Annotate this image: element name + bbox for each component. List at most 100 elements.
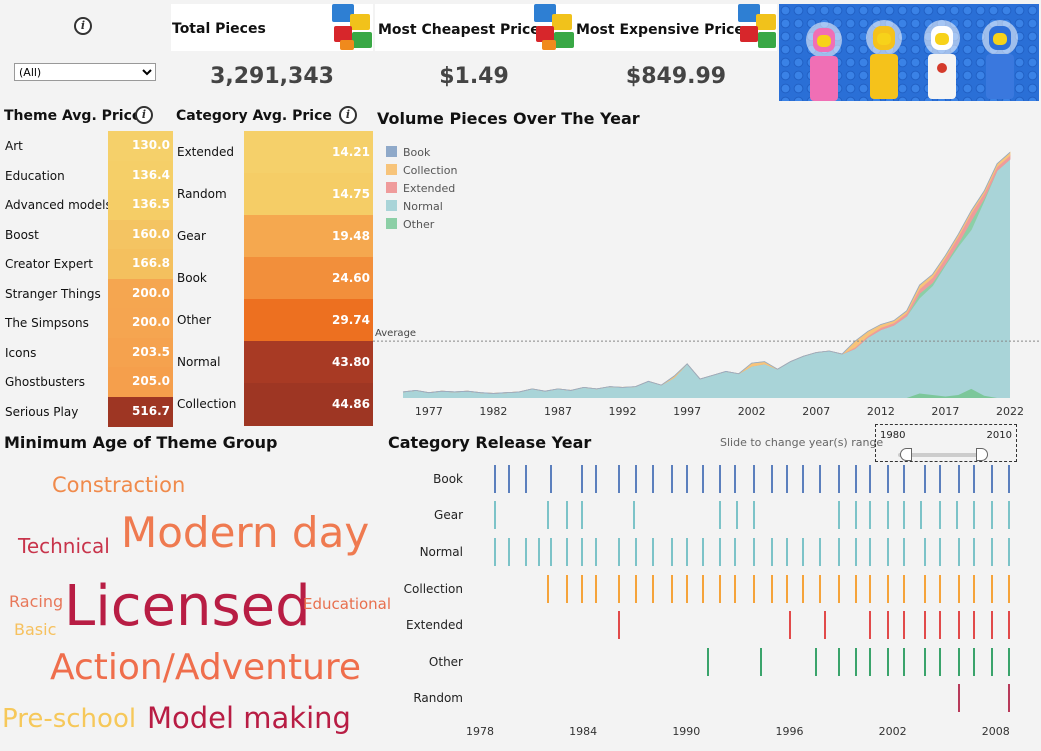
theme-bar: 136.4 — [108, 160, 173, 191]
word-cloud-term: Pre-school — [2, 704, 137, 734]
category-bar: 29.74 — [244, 299, 373, 342]
x-tick-label: 1978 — [466, 725, 494, 738]
release-tick-mark — [923, 611, 926, 639]
theme-bar: 136.5 — [108, 190, 173, 220]
x-tick-label: 2012 — [867, 405, 895, 418]
release-tick-mark — [854, 575, 857, 603]
release-tick-mark — [818, 538, 821, 566]
category-row-label: Extended — [177, 145, 234, 159]
release-tick-mark — [686, 575, 689, 603]
release-row-label: Gear — [434, 508, 463, 522]
category-row-label: Other — [177, 313, 212, 327]
theme-filter-dropdown[interactable]: (All) — [14, 63, 156, 81]
release-tick-mark — [902, 465, 905, 493]
release-tick-mark — [718, 501, 721, 529]
release-tick-mark — [701, 465, 704, 493]
release-tick-mark — [565, 501, 568, 529]
word-cloud-term: Licensed — [64, 574, 311, 639]
release-tick-mark — [706, 648, 709, 676]
theme-row-label: Icons — [5, 345, 37, 360]
release-tick-mark — [1007, 538, 1010, 566]
release-tick-mark — [939, 538, 942, 566]
release-tick-mark — [617, 465, 620, 493]
release-tick-mark — [939, 648, 942, 676]
release-tick-mark — [973, 465, 976, 493]
release-row-label: Extended — [406, 618, 463, 632]
info-icon[interactable]: i — [339, 106, 357, 124]
slider-min-handle[interactable] — [900, 448, 912, 461]
theme-row-label: The Simpsons — [5, 316, 89, 330]
release-tick-mark — [868, 465, 871, 493]
release-tick-mark — [770, 538, 773, 566]
release-tick-mark — [957, 575, 960, 603]
release-tick-mark — [718, 575, 721, 603]
theme-row-label: Stranger Things — [5, 286, 101, 301]
category-bar: 44.86 — [244, 383, 373, 426]
release-tick-mark — [887, 611, 890, 639]
theme-bar: 166.8 — [108, 249, 173, 279]
category-bar: 14.75 — [244, 173, 373, 216]
release-tick-mark — [920, 501, 923, 529]
x-tick-label: 1984 — [569, 725, 598, 738]
release-tick-mark — [786, 575, 789, 603]
x-tick-label: 1990 — [672, 725, 701, 738]
word-cloud-term: Action/Adventure — [50, 647, 362, 688]
lego-minifigures-banner — [779, 4, 1039, 101]
release-tick-mark — [1007, 611, 1010, 639]
theme-bar: 200.0 — [108, 278, 173, 309]
release-tick-mark — [990, 501, 993, 529]
info-icon[interactable]: i — [74, 17, 92, 35]
release-tick-mark — [801, 575, 804, 603]
release-tick-mark — [718, 538, 721, 566]
volume-chart-title: Volume Pieces Over The Year — [377, 109, 640, 128]
slider-max-handle[interactable] — [976, 448, 988, 461]
slider-track[interactable] — [898, 453, 988, 457]
release-tick-mark — [686, 465, 689, 493]
release-tick-mark — [939, 611, 942, 639]
theme-row-label: Boost — [5, 227, 39, 242]
release-tick-mark — [854, 538, 857, 566]
release-row-label: Other — [428, 655, 463, 669]
release-tick-mark — [493, 465, 496, 493]
slider-min-label: 1980 — [880, 430, 906, 441]
legend-label: Collection — [403, 164, 458, 177]
release-tick-mark — [565, 538, 568, 566]
release-tick-mark — [634, 575, 637, 603]
release-row-label: Normal — [419, 545, 463, 559]
release-tick-mark — [990, 575, 993, 603]
release-tick-mark — [818, 465, 821, 493]
release-tick-mark — [507, 465, 510, 493]
release-tick-mark — [957, 538, 960, 566]
legend-item-collection: Collection — [386, 164, 457, 177]
release-tick-mark — [973, 611, 976, 639]
word-cloud-term: Modern day — [121, 508, 370, 557]
release-tick-mark — [801, 465, 804, 493]
release-tick-mark — [990, 465, 993, 493]
x-tick-label: 2008 — [981, 725, 1010, 738]
area-series-other-baseline — [403, 388, 1010, 398]
category-bar: 24.60 — [244, 257, 373, 300]
info-icon[interactable]: i — [135, 106, 153, 124]
release-tick-mark — [1007, 684, 1010, 712]
release-tick-mark — [595, 538, 598, 566]
kpi-total-pieces-label: Total Pieces — [172, 21, 266, 37]
release-tick-mark — [581, 538, 584, 566]
release-tick-mark — [837, 465, 840, 493]
x-tick-label: 1977 — [415, 405, 443, 418]
release-tick-mark — [923, 575, 926, 603]
theme-bar: 203.5 — [108, 337, 173, 368]
release-tick-mark — [957, 648, 960, 676]
year-range-slider[interactable]: 1980 2010 — [875, 424, 1017, 462]
release-tick-mark — [973, 501, 976, 529]
release-tick-mark — [581, 575, 584, 603]
release-tick-mark — [902, 538, 905, 566]
word-cloud-term: Basic — [14, 620, 57, 639]
release-tick-mark — [670, 465, 673, 493]
release-tick-mark — [1007, 501, 1010, 529]
release-tick-mark — [837, 538, 840, 566]
release-tick-mark — [868, 611, 871, 639]
word-cloud-term: Constraction — [52, 473, 186, 497]
x-tick-label: 2017 — [931, 405, 959, 418]
word-cloud-term: Technical — [18, 534, 110, 558]
release-tick-mark — [651, 538, 654, 566]
